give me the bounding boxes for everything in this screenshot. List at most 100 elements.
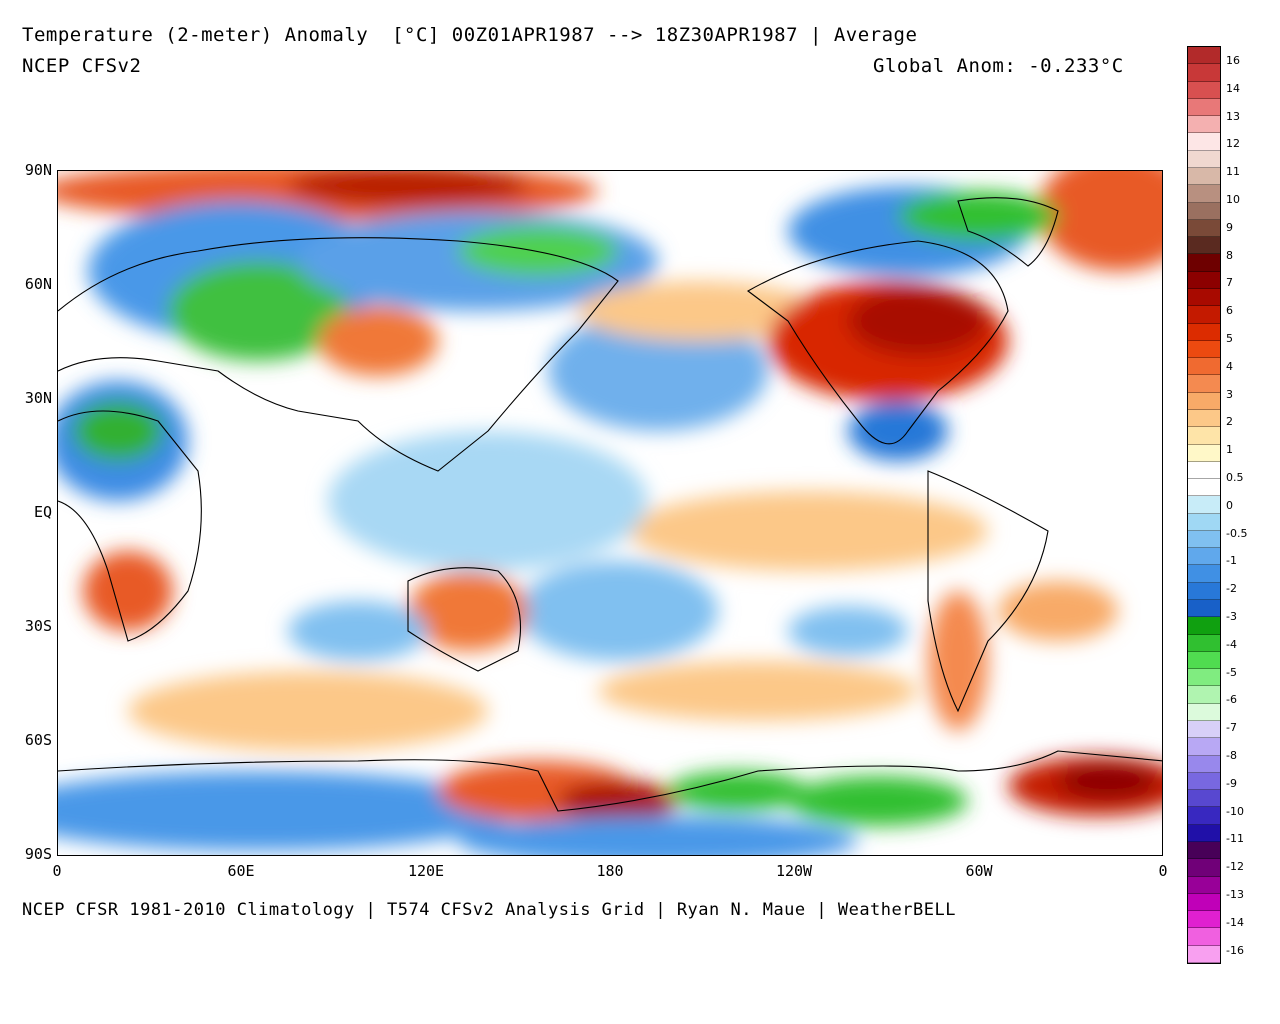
colorbar-cell [1188, 807, 1220, 825]
colorbar-cell [1188, 703, 1220, 722]
colorbar-label: -6 [1226, 693, 1237, 707]
colorbar-cell [1188, 133, 1220, 151]
colorbar-label: -0.5 [1226, 526, 1248, 540]
colorbar-cell [1188, 617, 1220, 635]
colorbar-label: 2 [1226, 415, 1233, 429]
colorbar-cell [1188, 237, 1220, 255]
colorbar-cell [1188, 479, 1220, 497]
colorbar-cell [1188, 876, 1220, 894]
colorbar-cell [1188, 64, 1220, 82]
colorbar-cell [1188, 116, 1220, 134]
lat-label-90n: 90N [24, 161, 52, 179]
colorbar-cell [1188, 634, 1220, 652]
lat-label-30n: 30N [24, 389, 52, 407]
colorbar-cell [1188, 842, 1220, 860]
lat-label-60s: 60S [24, 731, 52, 749]
colorbar-label: 5 [1226, 332, 1233, 345]
lat-label-30s: 30S [24, 617, 52, 635]
colorbar-cell [1188, 375, 1220, 393]
colorbar-label: -7 [1226, 721, 1237, 735]
colorbar-cell [1188, 461, 1220, 480]
colorbar-cell [1188, 271, 1220, 289]
colorbar-label: -8 [1226, 749, 1237, 762]
lon-label-60e: 60E [227, 862, 255, 880]
colorbar-label: 3 [1226, 387, 1233, 401]
lon-label-0-east: 0 [1158, 862, 1168, 880]
lat-label-90s: 90S [24, 845, 52, 863]
colorbar-cell [1188, 340, 1220, 359]
colorbar-cell [1188, 721, 1220, 739]
colorbar-cell [1188, 686, 1220, 704]
colorbar-cell [1188, 911, 1220, 929]
colorbar-cell [1188, 755, 1220, 773]
colorbar-cell [1188, 600, 1220, 618]
colorbar-label: 8 [1226, 248, 1233, 262]
colorbar-label: 7 [1226, 276, 1233, 290]
colorbar-cell [1188, 150, 1220, 168]
colorbar-label: -3 [1226, 610, 1237, 623]
colorbar-cell [1188, 323, 1220, 341]
colorbar-cell [1188, 392, 1220, 410]
colorbar-label: 1 [1226, 443, 1233, 457]
colorbar-cell [1188, 824, 1220, 843]
colorbar-label: 0 [1226, 498, 1233, 512]
colorbar-cell [1188, 548, 1220, 566]
colorbar-label: 12 [1226, 137, 1240, 151]
colorbar-cell [1188, 530, 1220, 549]
colorbar-cell [1188, 358, 1220, 376]
model-name: NCEP CFSv2 [22, 55, 142, 77]
colorbar-cell [1188, 513, 1220, 531]
lon-label-180: 180 [596, 862, 624, 880]
colorbar-label: 16 [1226, 54, 1240, 67]
colorbar-label: -1 [1226, 554, 1237, 568]
colorbar-label: 6 [1226, 304, 1233, 318]
colorbar-label: -2 [1226, 582, 1237, 596]
colorbar-cell [1188, 945, 1220, 963]
colorbar-cell [1188, 893, 1220, 912]
colorbar-label: 10 [1226, 193, 1240, 206]
colorbar [1187, 46, 1221, 964]
colorbar-cell [1188, 738, 1220, 756]
lat-label-eq: EQ [33, 503, 52, 521]
map-title: Temperature (2-meter) Anomaly [°C] 00Z01… [22, 24, 918, 46]
colorbar-cell [1188, 444, 1220, 462]
colorbar-cell [1188, 219, 1220, 238]
colorbar-cell [1188, 254, 1220, 272]
colorbar-label: -14 [1226, 915, 1244, 929]
colorbar-label: -13 [1226, 888, 1244, 901]
colorbar-cell [1188, 772, 1220, 791]
global-anomaly: Global Anom: -0.233°C [873, 55, 1124, 77]
colorbar-label: 11 [1226, 165, 1240, 179]
colorbar-label: 13 [1226, 109, 1240, 123]
colorbar-label: 0.5 [1226, 471, 1244, 484]
colorbar-label: -5 [1226, 665, 1237, 679]
colorbar-cell [1188, 496, 1220, 514]
colorbar-cell [1188, 859, 1220, 877]
anomaly-field [58, 171, 1162, 855]
colorbar-cell [1188, 409, 1220, 428]
colorbar-cell [1188, 790, 1220, 808]
lon-label-0: 0 [52, 862, 62, 880]
colorbar-cell [1188, 565, 1220, 583]
colorbar-cell [1188, 669, 1220, 687]
coastlines [58, 197, 1162, 812]
credits-footer: NCEP CFSR 1981-2010 Climatology | T574 C… [22, 900, 956, 920]
anomaly-map [57, 170, 1163, 856]
colorbar-label: 14 [1226, 81, 1240, 95]
colorbar-label: 9 [1226, 220, 1233, 234]
lon-label-60w: 60W [965, 862, 993, 880]
colorbar-cell [1188, 651, 1220, 670]
lat-label-60n: 60N [24, 275, 52, 293]
colorbar-cell [1188, 202, 1220, 220]
anomaly-blobs [58, 171, 1162, 855]
lon-label-120e: 120E [407, 862, 445, 880]
colorbar-label: -4 [1226, 637, 1237, 651]
colorbar-cell [1188, 288, 1220, 307]
colorbar-label: -10 [1226, 804, 1244, 818]
colorbar-label: 4 [1226, 359, 1233, 373]
colorbar-label: -11 [1226, 832, 1244, 846]
colorbar-label: -16 [1226, 943, 1244, 957]
colorbar-cell [1188, 306, 1220, 324]
colorbar-label: -12 [1226, 860, 1244, 874]
colorbar-cell [1188, 98, 1220, 117]
